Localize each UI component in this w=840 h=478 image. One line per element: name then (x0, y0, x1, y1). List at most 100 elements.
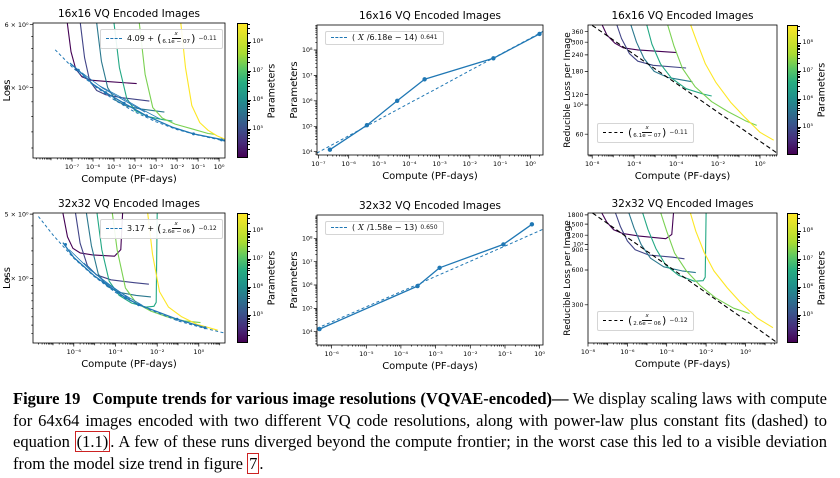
colorbar-minor-tick (798, 44, 800, 46)
y-tick-label: 6 × 10⁰ (5, 22, 29, 29)
x-tick-label: 10⁻⁶ (342, 160, 357, 168)
axes-frame (316, 24, 544, 156)
colorbar-minor-tick (798, 34, 800, 36)
colorbar-minor-tick (248, 53, 250, 55)
colorbar-minor-tick (798, 113, 800, 115)
legend-text: ( (352, 33, 356, 42)
x-tick-label: 10⁻² (150, 348, 165, 356)
colorbar-tick (798, 315, 801, 317)
loss-32x32-power-law-fit (38, 216, 224, 334)
x-tick-label: 10⁻¹ (191, 163, 206, 171)
x-axis-label: Compute (PF-days) (382, 171, 478, 182)
colorbar-minor-tick (248, 115, 250, 117)
colorbar-tick-label: 10⁵ (802, 123, 814, 131)
colorbar-tick-label: 10⁶ (252, 283, 264, 291)
colorbar-minor-tick (248, 43, 250, 45)
legend-frac-numerator: x (171, 221, 181, 229)
figure-caption: Figure 19 Compute trends for various imag… (13, 388, 827, 474)
figure-plots-canvas: 10⁻⁷ 10⁻⁶ 10⁻⁵ 10⁻⁴ 10⁻³ 10⁻² 10⁻¹ 10⁰ 6 × 10⁰ 5 … (2, 8, 778, 372)
colorbar-minor-tick (798, 263, 800, 265)
y-tick-label: 600 (571, 267, 583, 274)
colorbar-minor-tick (798, 323, 800, 325)
y-tick-label: 10⁷ (302, 259, 313, 266)
y-tick-label: 60 (575, 131, 583, 138)
legend-text: X (358, 33, 364, 42)
y-axis-label: Loss (2, 80, 13, 102)
colorbar-minor-tick (248, 293, 250, 295)
y-tick-label: 10⁶ (302, 98, 313, 105)
colorbar-minor-tick (798, 45, 800, 47)
colorbar-minor-tick (248, 295, 250, 297)
reducible-loss-16x16-power-law-fit (591, 24, 778, 154)
legend-frac-denominator: 2.6e − 06 (633, 320, 661, 327)
y-axis-label: Parameters (289, 251, 300, 308)
figure-ref-link[interactable]: 7 (247, 452, 260, 474)
colorbar-minor-tick (248, 28, 250, 30)
chart-title: 16x16 VQ Encoded Images (58, 8, 200, 20)
colorbar-minor-tick (248, 48, 250, 50)
x-tick-label: 10⁻² (463, 160, 478, 168)
colorbar-minor-tick (798, 79, 800, 81)
colorbar-tick-label: 10⁷ (252, 255, 264, 263)
loss-16x16-run-1 (66, 22, 137, 85)
colorbar-minor-tick (248, 82, 250, 84)
legend-frac-denominator: 6.1e − 07 (633, 132, 661, 139)
legend-loss-16x16: 4.09 + (x 6.1e − 07) −0.11 (100, 29, 223, 49)
colorbar-minor-tick (248, 135, 250, 137)
colorbar-minor-tick (798, 233, 800, 235)
colorbar-minor-tick (248, 101, 250, 103)
colorbar-tick (248, 315, 251, 317)
colorbar-tick-label: 10⁶ (252, 95, 264, 103)
legend-frac-numerator: x (642, 125, 652, 133)
colorbar-minor-tick (248, 91, 250, 93)
parameters-colorbar (237, 23, 248, 158)
colorbar-minor-tick (248, 79, 250, 81)
colorbar-minor-tick (248, 106, 250, 108)
x-axis-label: Compute (PF-days) (635, 359, 731, 370)
colorbar-minor-tick (798, 105, 800, 107)
colorbar-minor-tick (798, 245, 800, 247)
colorbar-tick-label: 10⁵ (252, 124, 264, 132)
legend-exponent: −0.11 (198, 34, 217, 42)
y-axis-label: Reducible Loss per Image (563, 220, 573, 336)
colorbar-minor-tick (248, 144, 250, 146)
legend-reducible-loss-16x16: (x 6.1e − 07) −0.11 (597, 123, 694, 143)
colorbar-minor-tick (248, 133, 250, 135)
colorbar-tick-label: 10⁵ (252, 311, 264, 319)
reducible-loss-16x16-run-5 (667, 24, 757, 126)
y-axis-label: Loss (2, 267, 13, 289)
y-tick-label: 900 (571, 247, 583, 254)
colorbar-minor-tick (248, 278, 250, 280)
colorbar-minor-tick (798, 232, 800, 234)
legend-paren: ( (628, 125, 633, 139)
colorbar-tick (248, 99, 251, 101)
parameters-colorbar (237, 213, 248, 343)
colorbar-minor-tick (798, 298, 800, 300)
colorbar-tick (248, 259, 251, 261)
y-tick-label: 10⁴ (302, 329, 313, 336)
x-tick-label: 10⁻⁸ (585, 160, 600, 168)
equation-ref-link[interactable]: (1.1) (74, 431, 111, 453)
params-16x16-model-size-trend-point (422, 77, 427, 82)
colorbar-minor-tick (798, 237, 800, 239)
y-tick-label: 10⁵ (302, 124, 313, 131)
colorbar-tick-label: 10⁸ (802, 39, 814, 47)
colorbar-minor-tick (798, 90, 800, 92)
legend-loss-32x32: 3.17 + (x 2.6e − 06) −0.12 (100, 219, 223, 239)
y-tick-label: 10³ (573, 242, 584, 249)
x-tick-label: 10⁻⁴ (669, 160, 684, 168)
colorbar-minor-tick (248, 301, 250, 303)
colorbar-tick (798, 43, 801, 45)
colorbar-minor-tick (248, 137, 250, 139)
colorbar-minor-tick (248, 149, 250, 151)
reducible-loss-32x32-power-law-fit (592, 212, 778, 344)
parameters-colorbar (787, 25, 798, 155)
loss-32x32-frontier-points-point (64, 243, 67, 246)
legend-text: 4.09 + (127, 33, 155, 43)
legend-paren: ) (662, 125, 667, 139)
colorbar-tick (798, 287, 801, 289)
colorbar-minor-tick (248, 62, 250, 64)
legend-frac-denominator: 2.6e − 06 (162, 228, 191, 235)
colorbar-minor-tick (248, 131, 250, 133)
